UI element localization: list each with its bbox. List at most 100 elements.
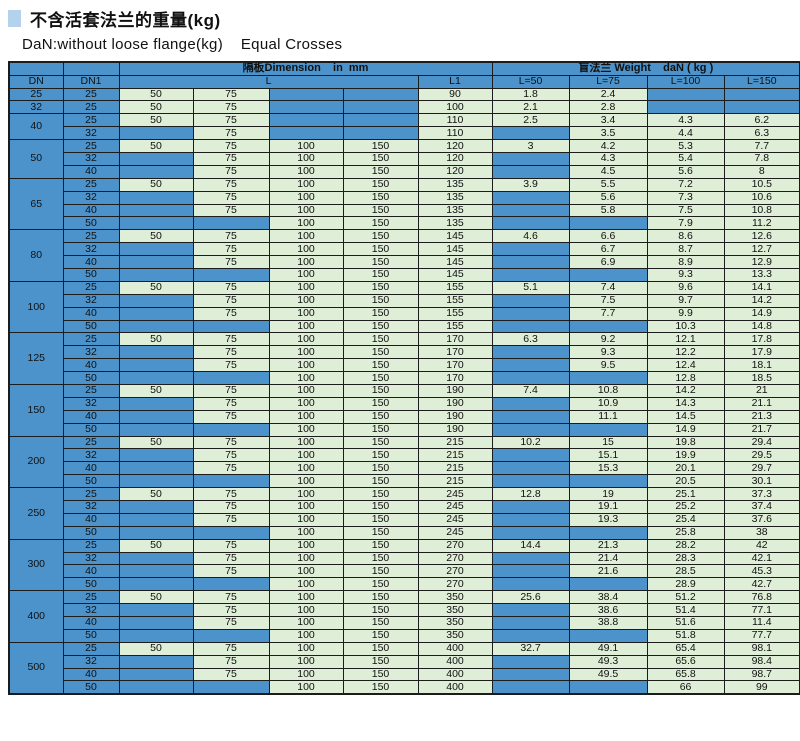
l-value-cell: 50 bbox=[118, 383, 194, 398]
weight-cell: 18.5 bbox=[723, 371, 800, 385]
weight-cell: 51.8 bbox=[646, 628, 725, 643]
dn1-cell: 50 bbox=[62, 525, 120, 540]
l-value-cell: 75 bbox=[192, 500, 270, 514]
blank-cell bbox=[568, 371, 648, 385]
weight-cell: 5.5 bbox=[568, 177, 648, 192]
l1-cell: 170 bbox=[417, 345, 493, 360]
weight-cell: 2.5 bbox=[491, 113, 570, 128]
weight-cell: 21.4 bbox=[568, 551, 648, 566]
dn-cell: 500 bbox=[8, 641, 64, 695]
table-row: 50 100 150 145 9.3 13.3 bbox=[9, 267, 800, 282]
col-header-dn1: DN1 bbox=[62, 74, 120, 89]
weight-cell: 4.5 bbox=[568, 164, 648, 179]
l1-cell: 245 bbox=[417, 525, 493, 540]
l-value-cell: 150 bbox=[342, 525, 419, 540]
weight-cell: 4.6 bbox=[491, 229, 570, 244]
l-value-cell: 100 bbox=[268, 255, 344, 269]
table-row: 50 100 150 270 28.9 42.7 bbox=[9, 577, 800, 592]
blank-cell bbox=[491, 474, 570, 489]
l-value-cell: 50 bbox=[118, 229, 194, 244]
weight-cell: 6.3 bbox=[723, 126, 800, 141]
table-row: 32 75 100 150 135 5.6 7.3 10.6 bbox=[9, 190, 800, 205]
l-value-cell: 150 bbox=[342, 332, 419, 347]
table-row: 40 75 100 150 155 7.7 9.9 14.9 bbox=[9, 306, 800, 321]
weight-cell: 29.5 bbox=[723, 448, 800, 463]
weight-cell: 21.3 bbox=[568, 538, 648, 553]
l-value-cell: 75 bbox=[192, 435, 270, 450]
l1-cell: 400 bbox=[417, 680, 493, 695]
table-row: 40 75 100 150 245 19.3 25.4 37.6 bbox=[9, 512, 800, 527]
weight-cell: 14.2 bbox=[646, 383, 725, 398]
blank-cell bbox=[342, 126, 419, 141]
dn1-cell: 25 bbox=[62, 229, 120, 244]
blank-cell bbox=[192, 371, 270, 385]
weight-cell: 32.7 bbox=[491, 641, 570, 656]
weight-cell: 6.2 bbox=[723, 113, 800, 128]
dn-cell: 80 bbox=[8, 229, 64, 282]
l-value-cell: 100 bbox=[268, 164, 344, 179]
weight-cell: 8 bbox=[723, 164, 800, 179]
l-value-cell: 150 bbox=[342, 203, 419, 218]
table-row: 50 25 50 75 100 150 120 3 4.2 5.3 7.7 bbox=[8, 139, 800, 179]
weight-cell: 99 bbox=[723, 680, 800, 695]
table-row: 50 100 150 155 10.3 14.8 bbox=[9, 319, 800, 334]
blank-cell bbox=[491, 203, 570, 218]
l1-cell: 135 bbox=[417, 203, 493, 218]
blank-cell bbox=[491, 422, 570, 437]
weight-cell: 49.3 bbox=[568, 654, 648, 669]
blank-cell bbox=[491, 126, 570, 141]
weight-cell: 8.9 bbox=[646, 255, 725, 269]
blank-cell bbox=[491, 164, 570, 179]
dn-cell: 50 bbox=[8, 139, 64, 179]
blank-cell bbox=[342, 113, 419, 128]
l-value-cell: 150 bbox=[342, 435, 419, 450]
table-body: 25 25 50 75 90 1.8 2.4 32 25 50 75 100 2.1 2.8 40 25 50 7… bbox=[8, 87, 800, 695]
col-header-dn: DN bbox=[8, 74, 64, 89]
weight-cell: 25.8 bbox=[646, 525, 725, 540]
blank-cell bbox=[118, 603, 194, 618]
dn1-cell: 50 bbox=[62, 628, 120, 643]
l-value-cell: 100 bbox=[268, 422, 344, 437]
blank-cell bbox=[118, 461, 194, 476]
table-row: 100 25 50 75 100 150 155 5.1 7.4 9.6 14.1 bbox=[8, 280, 800, 334]
dn-cell: 400 bbox=[8, 590, 64, 643]
weight-cell: 38 bbox=[723, 525, 800, 540]
l-value-cell: 100 bbox=[268, 500, 344, 514]
blank-cell bbox=[192, 216, 270, 231]
blank-cell bbox=[118, 216, 194, 231]
blank-cell bbox=[118, 255, 194, 269]
l-value-cell: 100 bbox=[268, 358, 344, 373]
weight-cell: 11.1 bbox=[568, 409, 648, 424]
l-value-cell: 75 bbox=[192, 564, 270, 579]
l-value-cell: 100 bbox=[268, 564, 344, 579]
blank-cell bbox=[491, 293, 570, 308]
weight-cell: 10.5 bbox=[723, 177, 800, 192]
blank-cell bbox=[491, 345, 570, 360]
l-value-cell: 75 bbox=[192, 177, 270, 192]
dn-cell: 25 bbox=[8, 87, 64, 102]
l-value-cell: 50 bbox=[118, 332, 194, 347]
weight-cell: 14.2 bbox=[723, 293, 800, 308]
l-value-cell: 50 bbox=[118, 538, 194, 553]
l1-cell: 100 bbox=[417, 100, 493, 115]
blank-cell bbox=[118, 190, 194, 205]
weight-cell: 6.3 bbox=[491, 332, 570, 347]
col-header-l1: L1 bbox=[417, 74, 493, 89]
weight-cell: 12.7 bbox=[723, 242, 800, 257]
weight-cell: 9.3 bbox=[646, 267, 725, 282]
blank-cell bbox=[118, 151, 194, 166]
weight-cell: 38.4 bbox=[568, 590, 648, 605]
dn1-cell: 32 bbox=[62, 500, 120, 514]
col-header-l: L bbox=[118, 74, 419, 89]
l1-cell: 350 bbox=[417, 616, 493, 630]
l-value-cell: 100 bbox=[268, 667, 344, 682]
l-value-cell: 75 bbox=[192, 87, 270, 102]
blank-cell bbox=[118, 577, 194, 592]
dn1-cell: 32 bbox=[62, 293, 120, 308]
dn-cell: 100 bbox=[8, 280, 64, 334]
weight-cell: 28.2 bbox=[646, 538, 725, 553]
header-row-columns: DN DN1 L L1 L=50 L=75 L=100 L=150 bbox=[8, 74, 800, 89]
dn1-cell: 50 bbox=[62, 267, 120, 282]
l-value-cell: 50 bbox=[118, 139, 194, 153]
blank-cell bbox=[568, 319, 648, 334]
